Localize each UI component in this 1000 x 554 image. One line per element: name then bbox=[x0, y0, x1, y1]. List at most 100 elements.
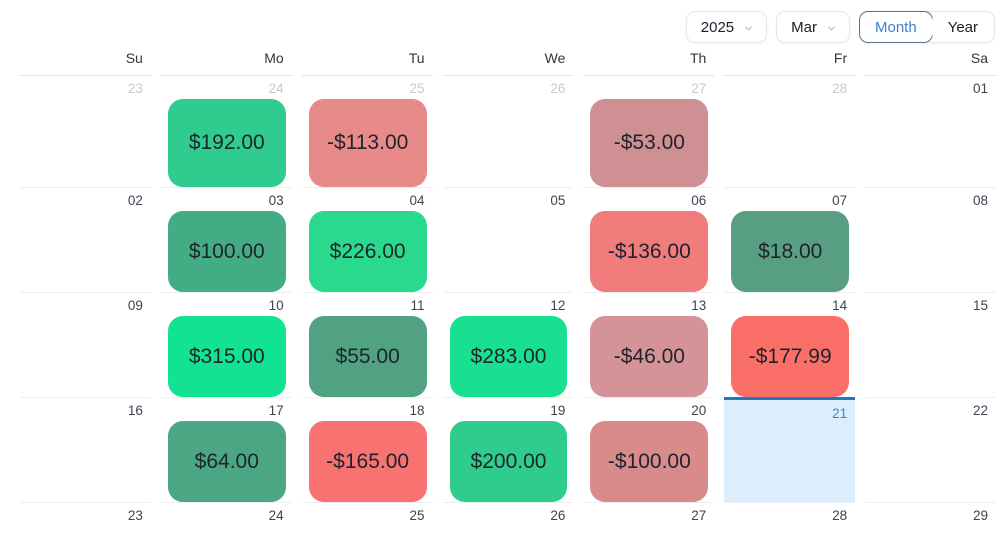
day-cell-19[interactable]: 19 $200.00 bbox=[442, 398, 574, 503]
pnl-card[interactable]: $55.00 bbox=[308, 316, 427, 397]
day-number: 04 bbox=[409, 193, 425, 208]
weekday-header: Su bbox=[20, 50, 151, 76]
day-cell-22[interactable]: 22 bbox=[865, 398, 996, 503]
day-cell-28[interactable]: 28 bbox=[724, 503, 855, 554]
day-cell-29[interactable]: 29 bbox=[865, 503, 996, 554]
day-cell-26[interactable]: 26 bbox=[443, 503, 574, 554]
day-number: 23 bbox=[127, 508, 143, 523]
day-number: 25 bbox=[409, 508, 425, 523]
day-number: 02 bbox=[127, 193, 143, 208]
day-cell-18[interactable]: 18 -$165.00 bbox=[301, 398, 433, 503]
day-number: 29 bbox=[972, 508, 988, 523]
day-number: 20 bbox=[691, 403, 707, 418]
month-select-value: Mar bbox=[791, 18, 817, 36]
day-cell-23[interactable]: 23 bbox=[20, 503, 151, 554]
toolbar: 2025 Mar Month Year bbox=[0, 0, 1000, 44]
day-number: 03 bbox=[268, 193, 284, 208]
calendar: Su Mo Tu We Th Fr Sa 23 24 $192.00 25 -$113.00 26 27 -… bbox=[0, 44, 1000, 554]
pnl-card[interactable]: $100.00 bbox=[167, 211, 286, 292]
pnl-card[interactable]: $226.00 bbox=[308, 211, 427, 292]
day-number: 27 bbox=[691, 508, 707, 523]
pnl-card[interactable]: $200.00 bbox=[449, 421, 568, 502]
day-cell-25[interactable]: 25 -$113.00 bbox=[301, 76, 433, 188]
day-cell-08[interactable]: 08 bbox=[865, 188, 996, 293]
pnl-card[interactable]: -$113.00 bbox=[308, 99, 427, 187]
day-cell-21[interactable]: 21 bbox=[724, 397, 856, 503]
pnl-card[interactable]: -$46.00 bbox=[590, 316, 709, 397]
day-cell-13[interactable]: 13 -$46.00 bbox=[583, 293, 715, 398]
day-number: 23 bbox=[127, 81, 143, 96]
day-number: 26 bbox=[550, 81, 566, 96]
month-view-button[interactable]: Month bbox=[858, 11, 933, 43]
day-number: 24 bbox=[268, 81, 284, 96]
day-cell-09[interactable]: 09 bbox=[20, 293, 151, 398]
day-number: 05 bbox=[550, 193, 566, 208]
day-cell-07[interactable]: 07 $18.00 bbox=[724, 188, 856, 293]
month-select[interactable]: Mar bbox=[776, 11, 850, 43]
day-number: 15 bbox=[972, 298, 988, 313]
pnl-card[interactable]: $283.00 bbox=[449, 316, 568, 397]
day-number: 22 bbox=[972, 403, 988, 418]
day-cell-27[interactable]: 27 -$53.00 bbox=[583, 76, 715, 188]
day-cell-23[interactable]: 23 bbox=[20, 76, 151, 188]
pnl-card[interactable]: $18.00 bbox=[731, 211, 850, 292]
day-number: 21 bbox=[832, 406, 848, 421]
day-cell-17[interactable]: 17 $64.00 bbox=[160, 398, 292, 503]
day-number: 11 bbox=[410, 298, 425, 313]
day-cell-01[interactable]: 01 bbox=[865, 76, 996, 188]
day-cell-05[interactable]: 05 bbox=[442, 188, 574, 293]
pnl-card[interactable]: -$177.99 bbox=[731, 316, 850, 397]
weekday-header: Mo bbox=[160, 50, 292, 76]
year-view-button[interactable]: Year bbox=[931, 12, 994, 42]
year-select-value: 2025 bbox=[700, 18, 735, 36]
day-number: 19 bbox=[550, 403, 566, 418]
pnl-card[interactable]: $64.00 bbox=[167, 421, 286, 502]
day-number: 28 bbox=[832, 81, 848, 96]
day-number: 18 bbox=[409, 403, 425, 418]
day-number: 14 bbox=[832, 298, 848, 313]
day-cell-10[interactable]: 10 $315.00 bbox=[160, 293, 292, 398]
weekday-header: Tu bbox=[301, 50, 433, 76]
day-number: 09 bbox=[127, 298, 143, 313]
weekday-header: We bbox=[442, 50, 574, 76]
day-cell-16[interactable]: 16 bbox=[20, 398, 151, 503]
day-cell-20[interactable]: 20 -$100.00 bbox=[583, 398, 715, 503]
day-number: 07 bbox=[832, 193, 848, 208]
pnl-card[interactable]: -$100.00 bbox=[590, 421, 709, 502]
weekday-header: Fr bbox=[724, 50, 856, 76]
day-number: 27 bbox=[691, 81, 707, 96]
day-cell-04[interactable]: 04 $226.00 bbox=[301, 188, 433, 293]
weekday-header: Th bbox=[583, 50, 715, 76]
day-number: 13 bbox=[691, 298, 707, 313]
chevron-down-icon bbox=[743, 23, 754, 34]
day-cell-28[interactable]: 28 bbox=[724, 76, 856, 188]
day-number: 24 bbox=[268, 508, 284, 523]
pnl-card[interactable]: -$165.00 bbox=[308, 421, 427, 502]
pnl-card[interactable]: -$136.00 bbox=[590, 211, 709, 292]
day-cell-24[interactable]: 24 bbox=[161, 503, 292, 554]
day-cell-12[interactable]: 12 $283.00 bbox=[442, 293, 574, 398]
day-cell-25[interactable]: 25 bbox=[302, 503, 433, 554]
day-cell-26[interactable]: 26 bbox=[442, 76, 574, 188]
day-number: 08 bbox=[972, 193, 988, 208]
day-number: 16 bbox=[127, 403, 143, 418]
day-cell-02[interactable]: 02 bbox=[20, 188, 151, 293]
day-number: 12 bbox=[550, 298, 566, 313]
weekday-header: Sa bbox=[865, 50, 996, 76]
day-cell-27[interactable]: 27 bbox=[583, 503, 714, 554]
day-number: 26 bbox=[550, 508, 566, 523]
day-cell-15[interactable]: 15 bbox=[865, 293, 996, 398]
year-select[interactable]: 2025 bbox=[685, 11, 768, 43]
day-number: 06 bbox=[691, 193, 707, 208]
pnl-card[interactable]: -$53.00 bbox=[590, 99, 709, 187]
day-cell-24[interactable]: 24 $192.00 bbox=[160, 76, 292, 188]
day-cell-14[interactable]: 14 -$177.99 bbox=[724, 293, 856, 398]
day-cell-11[interactable]: 11 $55.00 bbox=[301, 293, 433, 398]
day-cell-06[interactable]: 06 -$136.00 bbox=[583, 188, 715, 293]
day-number: 10 bbox=[268, 298, 284, 313]
pnl-card[interactable]: $315.00 bbox=[167, 316, 286, 397]
pnl-card[interactable]: $192.00 bbox=[167, 99, 286, 187]
day-cell-03[interactable]: 03 $100.00 bbox=[160, 188, 292, 293]
day-number: 17 bbox=[268, 403, 284, 418]
chevron-down-icon bbox=[826, 23, 837, 34]
